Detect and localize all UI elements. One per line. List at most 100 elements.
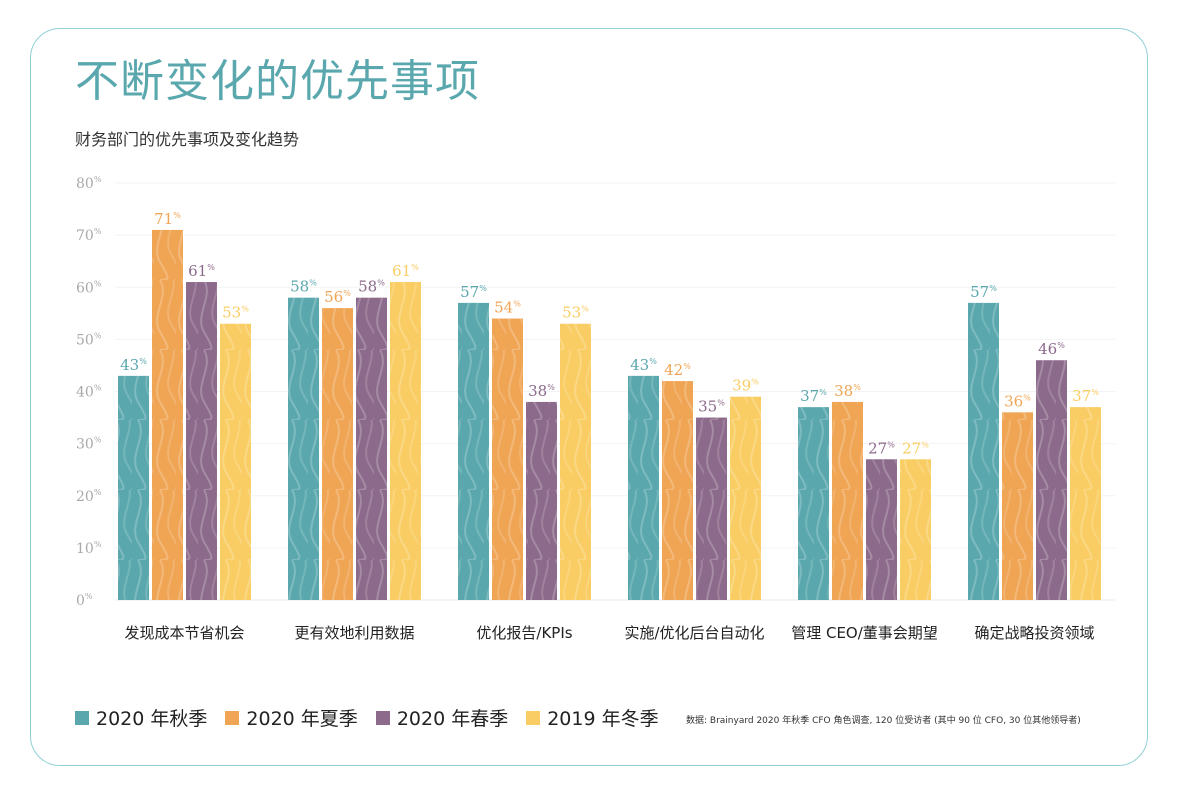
legend-item-winter-2019: 2019 年冬季 [526,704,659,731]
data-label-unit: % [887,440,895,449]
bar-texture [390,282,421,600]
y-tick-label: 40% [76,384,102,401]
legend-swatch-autumn-2020 [75,710,89,725]
bar-texture [560,323,591,600]
bar-texture [696,417,727,600]
data-label-winter-2019: 61% [392,262,419,280]
bar-texture [968,302,999,600]
data-label-unit: % [751,378,759,387]
legend-item-spring-2020: 2020 年春季 [375,704,509,731]
data-label-autumn-2020: 57% [970,283,997,301]
data-label-unit: % [173,211,181,220]
y-tick-label: 80% [76,175,102,192]
data-label-unit: % [989,284,997,293]
y-tick-label: 30% [76,436,102,453]
data-label-spring-2020: 61% [188,262,215,280]
y-tick-unit: % [94,331,102,340]
data-label-unit: % [581,305,589,314]
data-label-winter-2019: 53% [562,304,589,322]
bar-texture [662,381,693,600]
bar-texture [458,302,489,600]
data-label-unit: % [1023,393,1031,402]
bar-texture [866,459,897,600]
data-label-autumn-2020: 57% [460,283,487,301]
bar-texture [118,375,149,600]
data-label-unit: % [411,263,419,272]
data-label-spring-2020: 35% [698,398,725,416]
data-label-unit: % [309,279,317,288]
data-label-unit: % [1057,341,1065,350]
data-label-winter-2019: 39% [732,377,759,395]
legend-item-autumn-2020: 2020 年秋季 [75,704,207,731]
y-tick-label: 60% [76,279,102,296]
chart-title: 不断变化的优先事项 [75,56,480,107]
bar-texture [288,297,319,600]
y-tick-unit: % [94,175,102,184]
data-label-spring-2020: 58% [358,278,385,296]
legend-label-autumn-2020: 2020 年秋季 [96,708,208,730]
data-label-summer-2020: 71% [154,210,181,228]
legend-label-spring-2020: 2020 年春季 [396,708,509,730]
data-label-spring-2020: 46% [1038,340,1065,358]
y-tick-unit: % [94,540,102,549]
data-label-unit: % [683,362,691,371]
y-tick-unit: % [94,227,102,236]
data-label-summer-2020: 42% [664,361,691,379]
data-label-winter-2019: 37% [1072,387,1099,405]
category-label: 优化报告/KPIs [476,624,572,642]
category-label: 更有效地利用数据 [294,624,414,642]
bar-texture [832,401,863,600]
category-label: 实施/优化后台自动化 [624,624,764,642]
data-label-winter-2019: 27% [902,439,929,457]
data-label-unit: % [479,284,487,293]
bar-texture [1002,412,1033,600]
bar-texture [526,401,557,600]
data-label-unit: % [377,279,385,288]
bar-texture [900,459,931,600]
bar-texture [492,318,523,600]
data-label-unit: % [241,305,249,314]
bar-texture [730,396,761,600]
data-label-winter-2019: 53% [222,304,249,322]
y-tick-unit: % [94,384,102,393]
bar-texture [220,323,251,600]
data-label-unit: % [343,289,351,298]
legend-label-summer-2020: 2020 年夏季 [246,708,358,730]
bar-texture [1070,407,1101,600]
data-label-summer-2020: 36% [1004,392,1031,410]
data-label-unit: % [139,357,147,366]
data-label-autumn-2020: 43% [120,356,147,374]
category-label: 发现成本节省机会 [124,624,244,642]
y-tick-label: 70% [76,227,102,244]
legend-label-winter-2019: 2019 年冬季 [547,708,659,730]
y-tick-unit: % [94,436,102,445]
y-tick-unit: % [85,592,93,601]
bar-texture [628,375,659,600]
data-label-unit: % [819,388,827,397]
source-note: 数据: Brainyard 2020 年秋季 CFO 角色调查, 120 位受访… [686,716,1081,726]
data-label-summer-2020: 54% [494,299,521,317]
legend-swatch-winter-2019 [526,710,541,725]
data-label-unit: % [717,399,725,408]
y-tick-label: 20% [76,488,102,505]
y-tick-unit: % [94,279,102,288]
data-label-unit: % [207,263,215,272]
data-label-unit: % [547,383,555,392]
category-label: 确定战略投资领域 [974,624,1094,642]
bar-texture [1036,360,1067,600]
legend-swatch-spring-2020 [375,710,390,725]
data-label-unit: % [513,300,521,309]
bar-texture [186,282,217,600]
bar-texture [356,297,387,600]
chart-subtitle: 财务部门的优先事项及变化趋势 [75,130,300,149]
legend-swatch-summer-2020 [225,710,240,725]
data-label-summer-2020: 56% [324,288,351,306]
y-tick-label: 50% [76,331,102,348]
data-label-summer-2020: 38% [834,382,861,400]
data-label-unit: % [921,440,929,449]
legend-item-summer-2020: 2020 年夏季 [225,704,358,731]
bar-texture [798,407,829,600]
category-label: 管理 CEO/董事会期望 [791,624,938,642]
data-label-unit: % [1091,388,1099,397]
legend: 2020 年秋季 2020 年夏季 2020 年春季 2019 年冬季 [75,704,659,731]
